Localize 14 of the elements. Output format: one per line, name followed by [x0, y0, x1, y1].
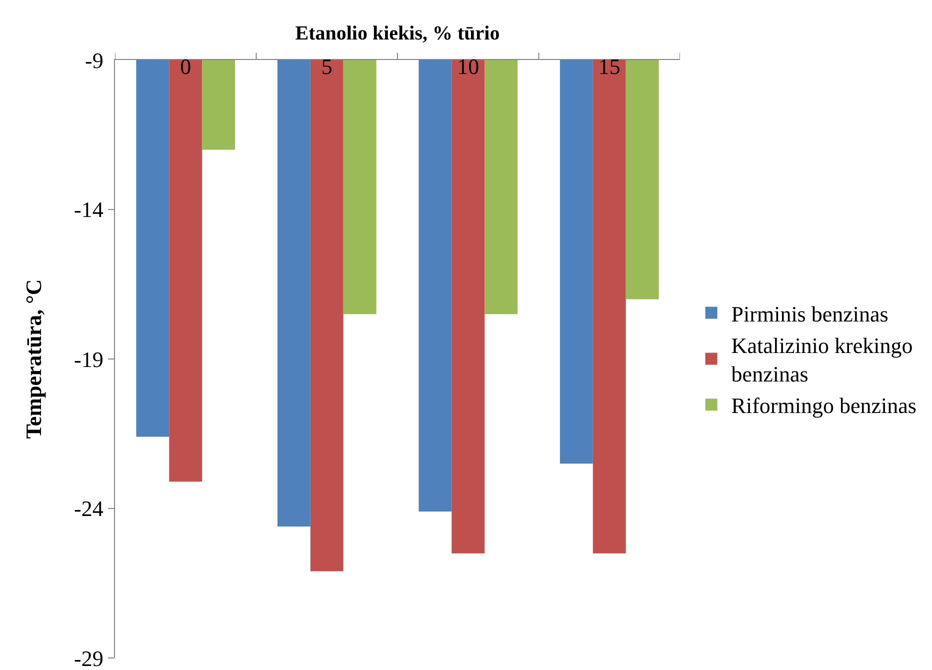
- legend-label: Pirminis benzinas: [731, 301, 888, 326]
- y-axis-title: Temperatūra, °C: [20, 279, 46, 439]
- x-tick-label: 15: [598, 54, 620, 79]
- y-tick-label: -9: [85, 48, 104, 73]
- y-tick-label: -19: [74, 347, 104, 372]
- x-axis-title: Etanolio kiekis, % tūrio: [295, 22, 500, 44]
- y-tick-label: -24: [74, 496, 104, 521]
- legend-label: Riformingo benzinas: [731, 393, 916, 418]
- x-tick-label: 5: [321, 54, 332, 79]
- x-tick-label: 0: [180, 54, 192, 79]
- x-tick-label: 10: [457, 54, 480, 79]
- legend-label: Katalizinio krekingo benzinas: [731, 332, 913, 387]
- y-tick-label: -14: [74, 197, 104, 222]
- y-tick-label: -29: [74, 646, 104, 670]
